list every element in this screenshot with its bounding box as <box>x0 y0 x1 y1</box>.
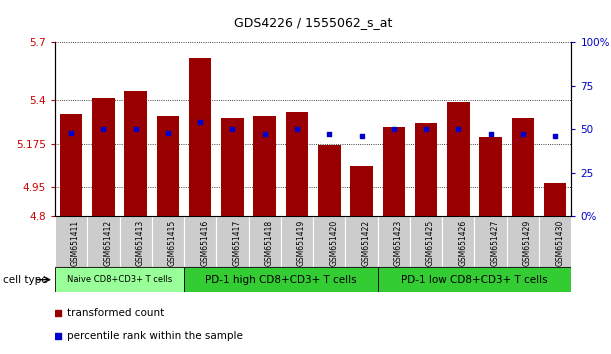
Bar <box>539 216 571 267</box>
Bar <box>378 216 410 267</box>
Bar <box>156 116 179 216</box>
Point <box>453 126 463 132</box>
Text: PD-1 low CD8+CD3+ T cells: PD-1 low CD8+CD3+ T cells <box>401 275 548 285</box>
Text: GSM651419: GSM651419 <box>297 220 306 266</box>
Point <box>421 126 431 132</box>
Point <box>196 119 205 125</box>
Point <box>131 126 141 132</box>
Text: GSM651427: GSM651427 <box>491 220 500 266</box>
Bar <box>216 216 249 267</box>
Point <box>66 130 76 136</box>
Text: GSM651413: GSM651413 <box>136 220 145 266</box>
Text: GSM651416: GSM651416 <box>200 220 209 266</box>
Point <box>163 130 173 136</box>
Bar <box>479 137 502 216</box>
Bar <box>249 216 281 267</box>
Text: GSM651411: GSM651411 <box>71 220 80 266</box>
Text: GSM651429: GSM651429 <box>523 220 532 266</box>
Point <box>53 333 63 339</box>
Text: GSM651412: GSM651412 <box>103 220 112 266</box>
Bar <box>60 114 82 216</box>
Bar <box>475 216 507 267</box>
Bar <box>254 116 276 216</box>
Text: Naive CD8+CD3+ T cells: Naive CD8+CD3+ T cells <box>67 275 172 284</box>
Text: GSM651420: GSM651420 <box>329 220 338 266</box>
Bar <box>507 216 539 267</box>
Text: GSM651417: GSM651417 <box>232 220 241 266</box>
Point <box>486 132 496 137</box>
Text: GSM651422: GSM651422 <box>362 220 370 266</box>
Bar <box>313 216 345 267</box>
Bar <box>92 98 115 216</box>
Text: GSM651423: GSM651423 <box>394 220 403 266</box>
Bar <box>55 216 87 267</box>
Bar <box>544 183 566 216</box>
Text: GDS4226 / 1555062_s_at: GDS4226 / 1555062_s_at <box>234 16 392 29</box>
Text: GSM651426: GSM651426 <box>458 220 467 266</box>
Point <box>389 126 399 132</box>
Point <box>227 126 237 132</box>
Bar <box>345 216 378 267</box>
Point <box>53 310 63 315</box>
Bar <box>189 58 211 216</box>
Text: transformed count: transformed count <box>67 308 164 318</box>
Text: cell type: cell type <box>3 275 48 285</box>
Bar <box>442 216 475 267</box>
Text: GSM651425: GSM651425 <box>426 220 435 266</box>
Bar <box>221 118 244 216</box>
Bar <box>511 118 534 216</box>
Text: PD-1 high CD8+CD3+ T cells: PD-1 high CD8+CD3+ T cells <box>205 275 357 285</box>
Bar <box>447 102 470 216</box>
Text: GSM651418: GSM651418 <box>265 220 274 266</box>
Bar <box>378 267 571 292</box>
Bar <box>152 216 184 267</box>
Bar <box>87 216 120 267</box>
Bar <box>125 91 147 216</box>
Bar <box>382 127 405 216</box>
Point <box>260 132 269 137</box>
Point <box>518 132 528 137</box>
Bar <box>318 145 340 216</box>
Point <box>98 126 108 132</box>
Bar <box>184 267 378 292</box>
Bar <box>415 124 437 216</box>
Text: percentile rank within the sample: percentile rank within the sample <box>67 331 243 341</box>
Bar <box>184 216 216 267</box>
Point <box>357 133 367 139</box>
Point <box>292 126 302 132</box>
Bar <box>120 216 152 267</box>
Text: GSM651430: GSM651430 <box>555 220 564 267</box>
Text: GSM651415: GSM651415 <box>168 220 177 266</box>
Bar <box>410 216 442 267</box>
Point <box>551 133 560 139</box>
Bar <box>281 216 313 267</box>
Bar <box>350 166 373 216</box>
Point <box>324 132 334 137</box>
Bar <box>286 112 309 216</box>
Bar <box>55 267 184 292</box>
